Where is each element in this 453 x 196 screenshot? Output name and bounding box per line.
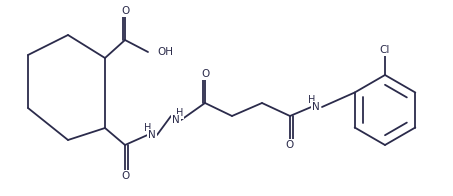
Text: O: O xyxy=(121,171,129,181)
Text: N: N xyxy=(172,115,180,125)
Text: O: O xyxy=(286,140,294,150)
Text: O: O xyxy=(201,69,209,79)
Text: OH: OH xyxy=(157,47,173,57)
Text: H: H xyxy=(308,95,316,105)
Text: H: H xyxy=(176,108,183,118)
Text: N: N xyxy=(148,130,156,140)
Text: O: O xyxy=(121,6,129,16)
Text: H: H xyxy=(145,123,152,133)
Text: Cl: Cl xyxy=(380,45,390,55)
Text: N: N xyxy=(312,102,320,112)
